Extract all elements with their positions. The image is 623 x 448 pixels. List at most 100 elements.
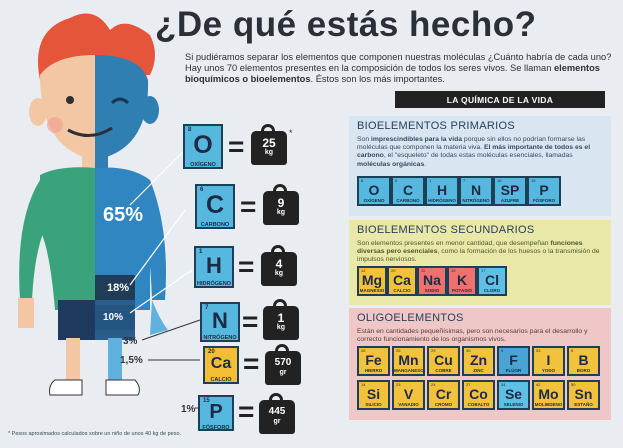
text-part: , como la formación de los huesos o la t… (357, 248, 600, 264)
weight-unit: gr (273, 418, 281, 425)
tile-symbol: Mg (361, 272, 383, 288)
tile-name: OXÍGENO (363, 198, 385, 203)
tile-symbol: Na (423, 272, 441, 288)
element-name: HIDRÓGENO (197, 281, 231, 287)
tile-carbon: 6 C CARBONO (391, 176, 425, 206)
equals-sign: = (238, 251, 255, 282)
tile-symbol: I (546, 352, 551, 368)
tile-symbol: N (470, 182, 482, 198)
tile-yodo: 53 I YODO (532, 346, 565, 376)
element-symbol: O (193, 131, 213, 159)
percent-carbon: 18% (107, 282, 130, 294)
element-symbol: C (205, 191, 225, 219)
element-name: OXÍGENO (190, 162, 216, 168)
element-hydrogen: 1 H HIDRÓGENO (194, 246, 234, 288)
element-number: 6 (200, 187, 204, 193)
tile-phosphorus: 15 P FÓSFORO (527, 176, 561, 206)
text-part: Son (357, 136, 371, 143)
tile-number: 24 (431, 382, 436, 387)
tile-symbol: Cu (434, 352, 453, 368)
tile-number: 27 (466, 382, 471, 387)
tile-symbol: V (403, 386, 414, 402)
tile-symbol: Mn (398, 352, 419, 368)
tile-name: CROMO (434, 402, 453, 407)
intro-bold: elementos bioquímicos o bioelementos (185, 63, 600, 84)
intro-part1: Si pudiéramos separar los elementos que … (185, 52, 612, 73)
tile-name: HIDRÓGENO (428, 198, 456, 203)
tile-boro: 5 B BORO (567, 346, 600, 376)
tile-number: 11 (421, 268, 426, 273)
tile-name: ESTAÑO (574, 402, 593, 407)
tile-symbol: K (456, 272, 468, 288)
element-phosphorus: 15 P FÓSFORO (198, 395, 234, 431)
element-name: NITRÓGENO (203, 335, 237, 341)
tile-calcium: 20 Ca CALCIO (387, 266, 417, 296)
tile-name: CLORO (483, 288, 501, 293)
tile-number: 8 (361, 178, 364, 183)
panel-oligoelementos: OLIGOELEMENTOS Están en cantidades peque… (349, 308, 611, 420)
tile-symbol: Si (366, 386, 381, 402)
tile-chlorine: 17 Cl CLORO (477, 266, 507, 296)
element-symbol: P (209, 401, 223, 423)
weight-icon-phosphorus: 445 gr (259, 393, 295, 434)
percent-calcium: 1,5% (120, 355, 143, 366)
weight-value: 570 (274, 357, 292, 368)
panel-title: BIOELEMENTOS PRIMARIOS (357, 120, 515, 132)
intro-part2: . Éstos son los más importantes. (310, 74, 445, 84)
tile-magnesium: 12 Mg MAGNESIO (357, 266, 387, 296)
percent-nitrogen: 3% (123, 336, 138, 347)
weight-unit: kg (264, 149, 274, 156)
element-number: 8 (188, 127, 192, 133)
element-number: 15 (203, 398, 210, 404)
tile-number: 34 (501, 382, 506, 387)
weight-value: 4 (275, 257, 283, 271)
panel-title: OLIGOELEMENTOS (357, 312, 464, 324)
equals-sign: = (228, 131, 245, 162)
tile-name: FÓSFORO (532, 198, 556, 203)
tile-nitrogen: 7 N NITRÓGENO (459, 176, 493, 206)
tile-symbol: Ca (393, 272, 411, 288)
percent-oxygen: 65% (103, 204, 144, 226)
tile-name: SILICIO (365, 402, 382, 407)
weight-unit: kg (276, 324, 286, 331)
tile-number: 53 (536, 348, 541, 353)
tile-symbol: Fe (365, 352, 382, 368)
weight-icon-calcium: 570 gr (265, 344, 301, 385)
element-symbol: H (206, 253, 222, 278)
element-symbol: N (212, 308, 228, 333)
tile-number: 12 (361, 268, 366, 273)
footnote: * Pesos aproximados calculados sobre un … (8, 431, 182, 437)
tile-cobre: 29 Cu COBRE (427, 346, 460, 376)
tile-molibdeno: 42 Mo MOLIBDENO (532, 380, 565, 410)
tile-symbol: P (539, 182, 549, 198)
text-part: , el "esqueleto" de todas estas molécula… (383, 152, 573, 160)
tile-name: YODO (541, 368, 556, 373)
tile-silicio: 14 Si SILICIO (357, 380, 390, 410)
tile-potassium: 19 K POTASIO (447, 266, 477, 296)
equals-sign: = (243, 348, 260, 379)
weight-unit: gr (279, 369, 287, 376)
equals-sign: = (238, 396, 255, 427)
child-illustration (18, 13, 168, 396)
panel-secundarios: BIOELEMENTOS SECUNDARIOS Son elementos p… (349, 220, 611, 305)
panel-primarios: BIOELEMENTOS PRIMARIOS Son imprescindibl… (349, 116, 611, 216)
section-bar: LA QUÍMICA DE LA VIDA (395, 91, 605, 108)
panel-text: Son imprescindibles para la vida porque … (357, 136, 605, 169)
tile-number: 1 (429, 178, 432, 183)
tile-number: 9 (501, 348, 504, 353)
page-title: ¿De qué estás hecho? (155, 5, 537, 44)
tile-symbol: Zn (469, 352, 488, 368)
tile-name: MANGANESO (394, 368, 424, 373)
tile-number: 20 (391, 268, 396, 273)
tile-name: BORO (576, 368, 591, 373)
tile-symbol: Cr (435, 386, 452, 402)
tile-estaño: 50 Sn ESTAÑO (567, 380, 600, 410)
connector-lines (129, 149, 201, 409)
intro-text: Si pudiéramos separar los elementos que … (185, 52, 615, 85)
percent-hydrogen: 10% (103, 312, 124, 323)
element-name: CALCIO (210, 377, 232, 383)
tile-symbol: Se (504, 386, 523, 402)
tile-symbol: Co (469, 386, 488, 402)
tile-number: 7 (463, 178, 466, 183)
